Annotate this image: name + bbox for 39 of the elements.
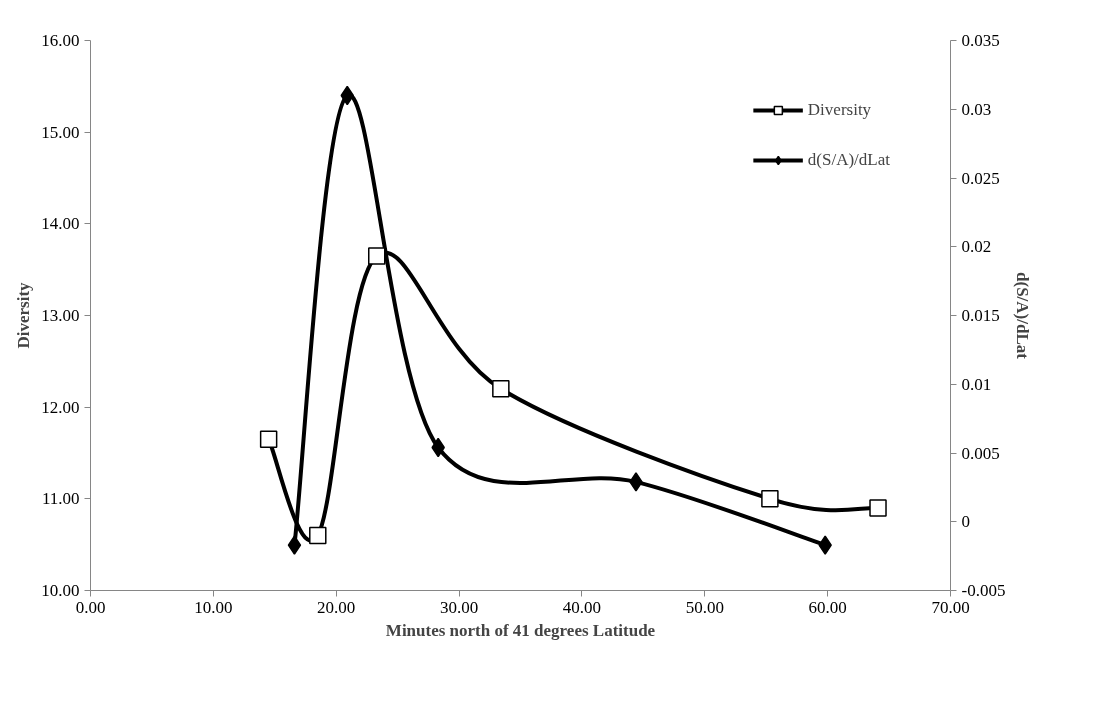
point: [761, 490, 779, 508]
y-tick-label: 13.00: [41, 306, 80, 325]
point: [818, 535, 832, 555]
x-axis-title: Minutes north of 41 degrees Latitude: [385, 620, 656, 640]
point: [368, 247, 386, 265]
point: [869, 499, 887, 517]
y2-tick-label: 0: [961, 512, 970, 532]
y-tick-label: 11.00: [41, 489, 80, 509]
x-tick-label: 0.00: [75, 597, 106, 617]
y2-tick-label: 0.03: [961, 99, 992, 119]
x-tick-label: 60.00: [808, 597, 847, 617]
point: [309, 526, 327, 545]
y2-tick-label: 0.015: [961, 306, 1000, 325]
x-tick-label: 70.00: [931, 597, 970, 617]
legend-label: Diversity: [807, 100, 872, 120]
point: [340, 85, 355, 106]
y2-tick-label: 0.025: [961, 168, 1000, 188]
y2-tick-label: 0.01: [961, 374, 992, 394]
y-tick-label: 12.00: [41, 397, 80, 417]
y2-tick-label: -0.005: [961, 581, 1006, 600]
y2-tick-label: 0.035: [961, 31, 1000, 50]
y-tick-label: 14.00: [41, 214, 80, 234]
y-axis-title: Diversity: [14, 281, 34, 349]
legend-label: d(S/A)/dLat: [807, 150, 890, 170]
point: [259, 430, 278, 448]
point: [629, 472, 643, 492]
y2-axis-title: d(S/A)/dLat: [1013, 272, 1033, 360]
x-tick-label: 50.00: [685, 597, 724, 617]
x-tick-label: 10.00: [194, 597, 233, 617]
x-tick-label: 30.00: [439, 597, 479, 617]
y-tick-label: 15.00: [41, 122, 80, 142]
point: [287, 535, 302, 555]
point: [492, 380, 510, 398]
y-tick-label: 10.00: [41, 581, 80, 600]
y2-tick-label: 0.02: [961, 237, 992, 257]
y-tick-label: 16.00: [41, 31, 80, 50]
x-tick-label: 20.00: [317, 597, 356, 617]
x-tick-label: 40.00: [562, 597, 602, 617]
y2-tick-label: 0.005: [961, 443, 1000, 463]
